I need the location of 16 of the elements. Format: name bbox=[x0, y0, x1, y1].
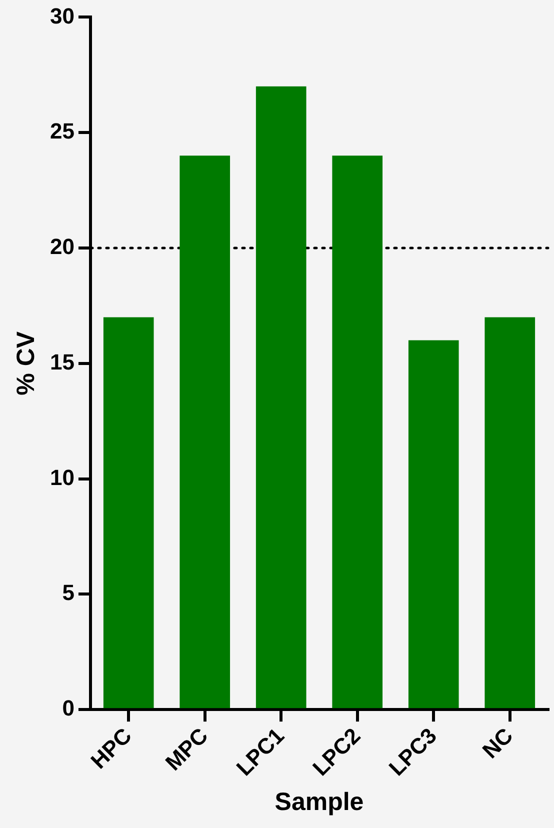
bar bbox=[408, 340, 459, 708]
y-tick-label: 10 bbox=[50, 464, 74, 490]
y-tick-label: 0 bbox=[62, 696, 74, 721]
bar bbox=[332, 156, 383, 708]
bar bbox=[103, 317, 154, 708]
x-tick-label: NC bbox=[478, 722, 518, 764]
bar bbox=[180, 156, 230, 708]
y-tick-label: 30 bbox=[50, 3, 74, 28]
x-axis-title: Sample bbox=[274, 788, 364, 816]
bar bbox=[256, 86, 306, 708]
y-tick-label: 5 bbox=[62, 580, 74, 606]
bar bbox=[484, 317, 536, 708]
y-tick-label: 25 bbox=[50, 118, 74, 144]
y-axis-title: % CV bbox=[12, 331, 40, 396]
y-tick-label: 15 bbox=[50, 349, 74, 374]
y-tick-label: 20 bbox=[50, 234, 74, 260]
